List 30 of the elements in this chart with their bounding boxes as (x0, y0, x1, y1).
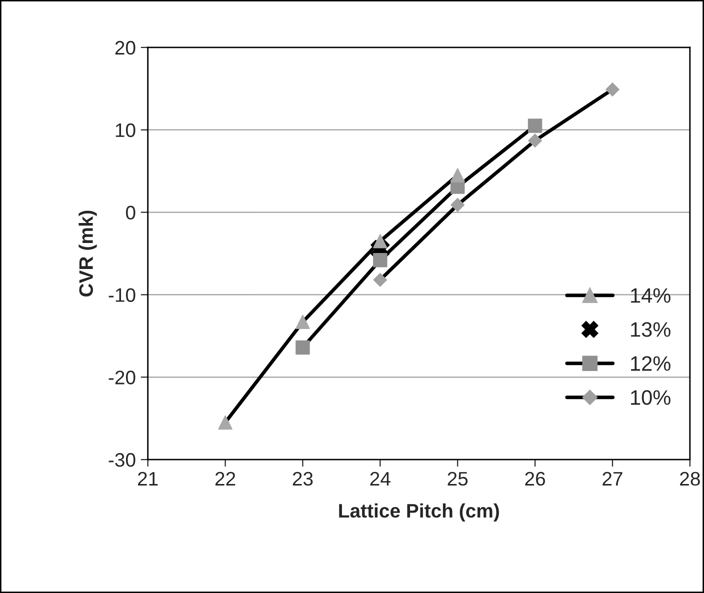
x-axis-title: Lattice Pitch (cm) (339, 503, 499, 522)
point (296, 314, 310, 330)
point (606, 82, 620, 96)
legend-label: 12% (631, 356, 670, 371)
x-tick-label: 26 (525, 472, 545, 486)
point (373, 272, 388, 287)
x-tick-label: 23 (292, 472, 313, 486)
x-tick-label: 22 (215, 472, 236, 486)
x-tick-label: 25 (448, 472, 468, 486)
point (373, 252, 388, 268)
x-tick-label: 24 (370, 472, 390, 486)
point (450, 198, 465, 212)
y-tick-label: -30 (108, 453, 136, 467)
legend-label: 10% (631, 390, 670, 405)
legend-label: 13% (631, 322, 670, 337)
y-tick-label: -20 (108, 370, 136, 384)
point (218, 415, 232, 430)
point (528, 118, 542, 133)
legend-label: 14% (631, 288, 670, 303)
y-tick-label: 20 (115, 40, 136, 55)
y-tick-label: 10 (116, 123, 136, 138)
x-tick-label: 28 (680, 472, 700, 486)
x-tick-label: 21 (138, 472, 158, 486)
y-tick-label: -10 (108, 288, 136, 302)
point (528, 134, 542, 148)
y-tick-label: 0 (126, 206, 136, 220)
point (296, 340, 310, 355)
x-tick-label: 27 (602, 472, 622, 486)
point (450, 168, 465, 182)
y-axis-title: CVR (mk) (78, 210, 97, 296)
